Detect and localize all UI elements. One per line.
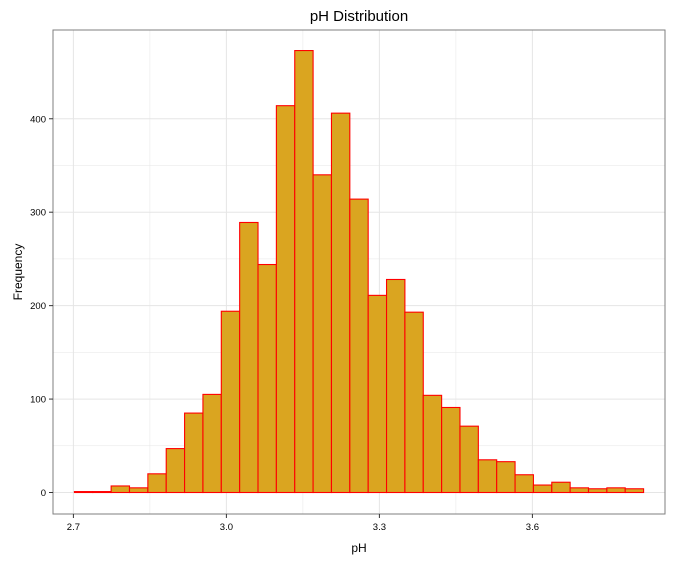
histogram-bar — [624, 488, 645, 494]
histogram-bar — [165, 448, 186, 494]
histogram-bar — [367, 294, 388, 494]
histogram-bar — [257, 263, 277, 494]
x-tick-label: 2.7 — [67, 522, 80, 533]
histogram-bar — [459, 425, 479, 494]
histogram-bar — [532, 484, 553, 494]
x-axis-title: pH — [351, 541, 366, 555]
histogram-bar — [220, 310, 241, 494]
histogram-bar — [587, 488, 608, 494]
histogram-bar — [349, 198, 369, 494]
y-tick-label: 400 — [30, 114, 46, 125]
histogram-bar — [330, 112, 351, 494]
histogram-bar — [514, 474, 534, 494]
histogram-bar — [385, 278, 406, 494]
histogram-bars — [73, 50, 645, 494]
histogram-bar — [294, 50, 314, 494]
histogram-bar — [147, 473, 167, 494]
histogram-bar — [422, 394, 443, 494]
histogram-bar — [441, 406, 461, 494]
axis-ticks: 2.7 3.0 3.3 3.6 0 100 200 300 400 — [30, 114, 539, 533]
histogram-bar — [312, 174, 333, 494]
histogram-bar — [477, 459, 498, 494]
y-tick-label: 200 — [30, 301, 46, 312]
histogram-bar — [404, 311, 424, 494]
y-tick-label: 100 — [30, 395, 46, 406]
histogram-bar — [110, 485, 131, 494]
y-axis-title: Frequency — [11, 244, 25, 301]
x-tick-label: 3.6 — [526, 522, 539, 533]
histogram-bar — [496, 461, 516, 494]
histogram-bar — [184, 412, 204, 494]
histogram-bar — [275, 105, 296, 494]
histogram-bar — [606, 487, 626, 494]
histogram-bar — [92, 491, 112, 494]
histogram-bar — [569, 487, 590, 494]
histogram-bar — [239, 221, 259, 494]
plot-panel-border — [52, 29, 666, 515]
x-tick-label: 3.3 — [373, 522, 386, 533]
histogram-bar — [128, 487, 149, 494]
histogram-bar — [73, 491, 94, 494]
x-tick-label: 3.0 — [220, 522, 233, 533]
y-tick-label: 300 — [30, 208, 46, 219]
histogram-bar — [551, 481, 571, 494]
histogram-bar — [202, 393, 222, 494]
chart-title: pH Distribution — [310, 8, 408, 25]
y-tick-label: 0 — [41, 488, 46, 499]
